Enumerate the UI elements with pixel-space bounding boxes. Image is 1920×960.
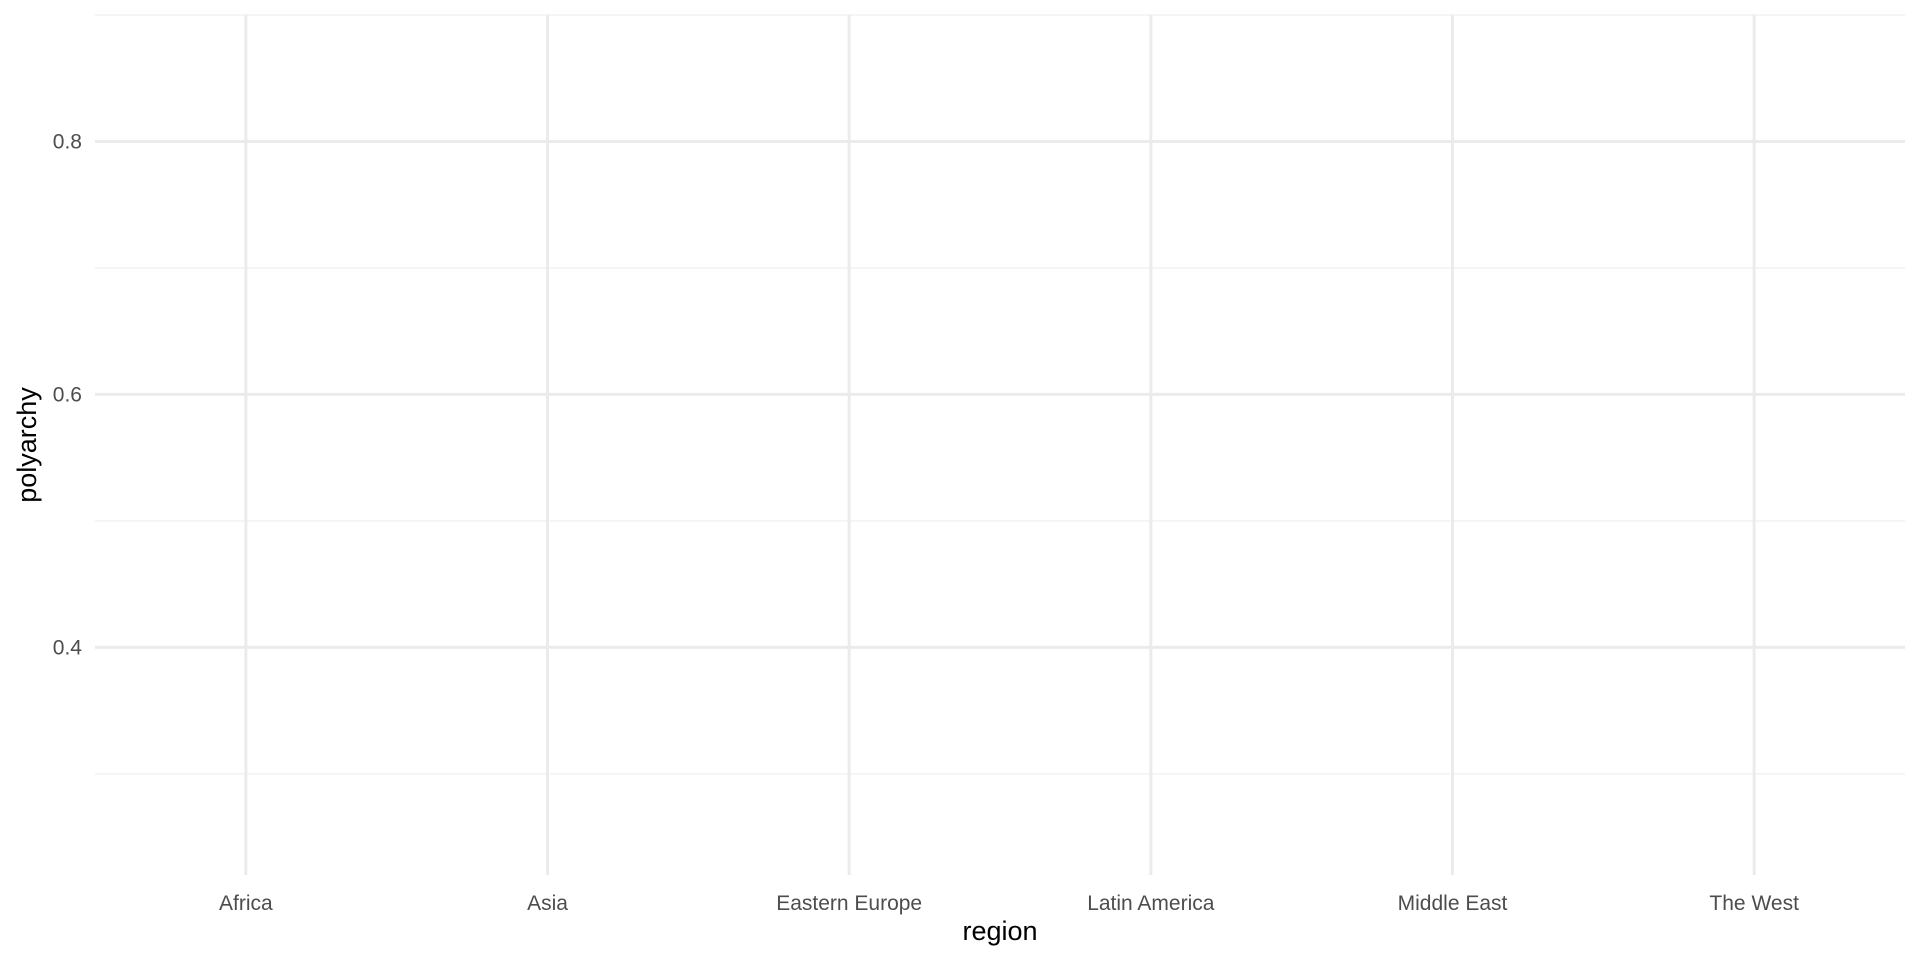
y-axis-title: polyarchy [12, 387, 42, 503]
y-tick-label: 0.4 [53, 636, 83, 659]
x-tick-label: The West [1709, 892, 1799, 915]
major-gridlines [95, 15, 1905, 875]
y-tick-label: 0.6 [53, 383, 82, 406]
y-tick-label: 0.8 [53, 130, 82, 153]
minor-gridlines [95, 14, 1905, 775]
x-tick-label: Asia [527, 892, 568, 915]
x-tick-label: Latin America [1087, 892, 1215, 915]
x-tick-label: Middle East [1398, 892, 1508, 915]
x-axis-tick-labels: Africa Asia Eastern Europe Latin America Mid… [219, 892, 1799, 915]
x-tick-label: Africa [219, 892, 273, 915]
y-axis-tick-labels: 0.4 0.6 0.8 [53, 130, 83, 659]
x-tick-label: Eastern Europe [776, 892, 922, 915]
x-axis-title: region [962, 916, 1037, 946]
